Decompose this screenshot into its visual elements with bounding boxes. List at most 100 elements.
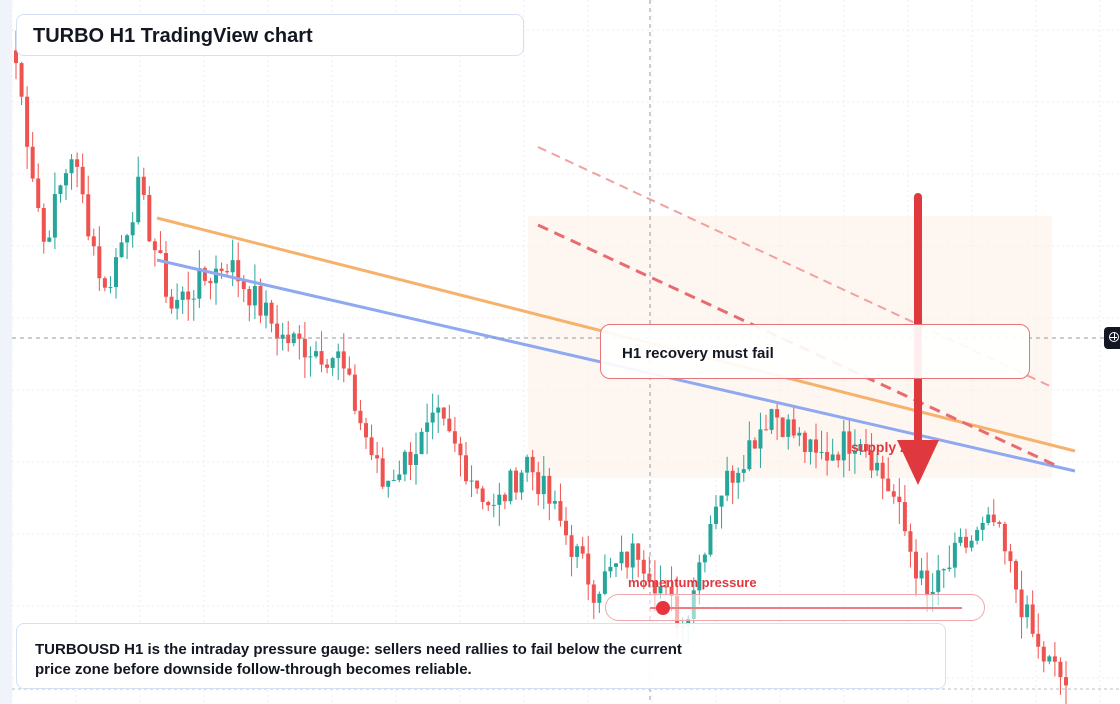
candle (464, 441, 468, 485)
candle (1019, 570, 1024, 639)
candle-body (608, 566, 613, 572)
candle (369, 424, 374, 460)
candle (658, 565, 663, 599)
candle (1030, 590, 1035, 638)
candle (708, 515, 713, 557)
candle (458, 436, 463, 477)
candle-body (180, 291, 185, 300)
candle (425, 403, 430, 455)
candle-body (869, 450, 874, 471)
candle-body (430, 412, 435, 423)
candle-body (852, 451, 857, 454)
candle (941, 568, 946, 588)
candle-body (225, 271, 230, 273)
candle (252, 264, 257, 320)
candle-body (69, 159, 74, 174)
candle-body (836, 454, 841, 461)
candle (591, 579, 596, 620)
candle (275, 305, 280, 356)
candle (802, 430, 807, 464)
candle (69, 154, 74, 190)
candle-body (564, 520, 568, 536)
candle-body (969, 540, 974, 548)
candle (164, 240, 168, 303)
candle-body (36, 178, 41, 208)
candle (502, 492, 507, 510)
candle-body (319, 351, 324, 365)
candle-body (358, 410, 363, 424)
candle-body (725, 470, 730, 496)
candle (375, 442, 380, 474)
candle-body (486, 501, 491, 506)
candle-body (586, 553, 591, 585)
candle-body (130, 222, 135, 236)
channel-line-dashed-dark[interactable] (537, 223, 1056, 467)
chart-title: TURBO H1 TradingView chart (33, 25, 313, 47)
candle (758, 412, 763, 468)
summary-panel: TURBOUSD H1 is the intraday pressure gau… (16, 623, 946, 689)
candle (1058, 657, 1063, 695)
candle-body (658, 586, 663, 594)
candle-body (408, 451, 413, 465)
candle-body (647, 573, 652, 582)
candle-body (214, 268, 218, 284)
candle (858, 438, 863, 455)
candle (352, 364, 357, 415)
candle-body (19, 63, 24, 97)
candle (258, 278, 263, 324)
candle-body (947, 567, 952, 570)
candle (1025, 595, 1030, 629)
candle-body (791, 419, 796, 436)
candle (864, 428, 868, 458)
candle (391, 469, 396, 481)
candle-body (452, 431, 457, 444)
candle-body (858, 444, 863, 452)
down-arrow-icon[interactable] (897, 193, 939, 485)
candle-body (591, 584, 596, 603)
candle-body (436, 407, 441, 413)
candle (441, 407, 446, 426)
candle (302, 321, 307, 379)
candle-body (475, 480, 480, 489)
candle (158, 231, 163, 254)
candle (830, 438, 835, 461)
candle-body (769, 409, 774, 430)
candle (430, 393, 435, 440)
candle (208, 277, 213, 300)
candle-body (641, 559, 646, 574)
gauge-knob[interactable] (656, 601, 671, 615)
momentum-pressure-gauge[interactable] (605, 594, 985, 621)
candle (847, 418, 852, 472)
candle (869, 433, 874, 479)
candle-body (314, 351, 318, 357)
candle-body (52, 194, 57, 238)
candle (136, 156, 141, 225)
candle-body (730, 470, 735, 483)
candle-body (119, 242, 124, 258)
candle (519, 470, 524, 500)
candle (875, 454, 880, 476)
candle (714, 494, 718, 530)
candle (186, 271, 191, 321)
candle (886, 457, 891, 492)
candle (58, 184, 63, 203)
candle (619, 535, 624, 571)
candle-body (630, 543, 635, 568)
candle (719, 495, 724, 529)
candle (114, 248, 118, 299)
candle (914, 539, 918, 597)
candle-body (91, 236, 96, 247)
candle-body (269, 302, 274, 324)
candle-body (952, 542, 957, 568)
candle-body (614, 563, 618, 567)
candle-body (136, 176, 141, 223)
candle (641, 550, 646, 590)
candle-body (169, 296, 174, 309)
candle-body (125, 235, 130, 243)
candle-body (491, 504, 496, 506)
crosshair-plus-icon[interactable] (1104, 327, 1120, 349)
callout-panel[interactable]: H1 recovery must fail (600, 324, 1030, 379)
candle-body (480, 488, 485, 502)
candle-body (158, 250, 163, 254)
candle-body (930, 591, 935, 596)
